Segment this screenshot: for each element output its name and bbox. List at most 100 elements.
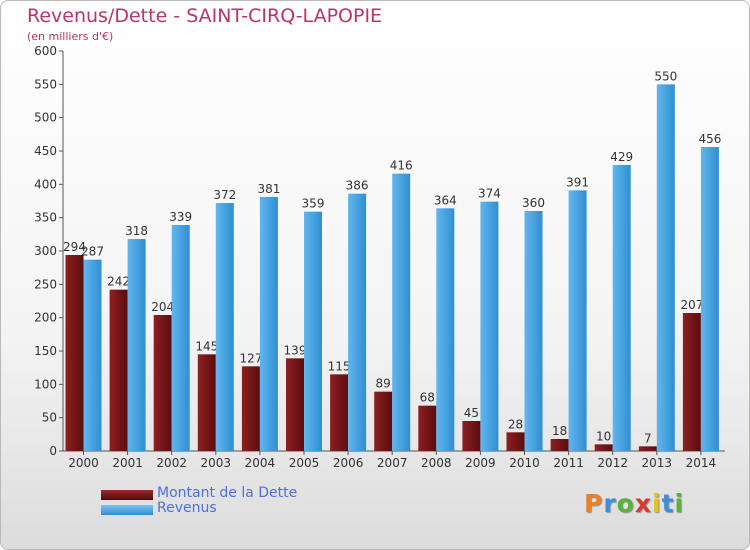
data-label-debt: 68 [420, 391, 435, 405]
logo-letter: x [634, 489, 652, 518]
bar-revenue [348, 193, 367, 451]
bar-debt [594, 444, 613, 451]
data-label-revenue: 374 [478, 187, 501, 201]
bar-revenue [480, 201, 499, 451]
logo-letter: r [603, 489, 617, 518]
bar-revenue [304, 211, 322, 451]
data-label-revenue: 386 [346, 179, 369, 193]
bar-debt [374, 391, 393, 451]
chart-title: Revenus/Dette - SAINT-CIRQ-LAPOPIE [27, 5, 383, 27]
y-tick-label: 100 [34, 377, 57, 391]
bar-debt [153, 315, 172, 451]
data-label-revenue: 391 [566, 175, 589, 189]
data-label-revenue: 287 [81, 245, 104, 259]
bar-debt [109, 289, 128, 451]
bar-debt [550, 439, 569, 451]
x-tick-label: 2010 [509, 456, 540, 470]
y-tick-label: 250 [34, 277, 57, 291]
bar-revenue [171, 225, 190, 451]
bar-debt [330, 374, 349, 451]
x-tick-label: 2006 [333, 456, 364, 470]
x-tick-label: 2014 [686, 456, 717, 470]
bar-revenue [700, 147, 719, 451]
bar-revenue [524, 211, 543, 451]
bar-debt [286, 358, 304, 451]
y-tick-label: 300 [34, 244, 57, 258]
data-label-debt: 207 [680, 298, 703, 312]
x-tick-label: 2007 [377, 456, 408, 470]
y-tick-label: 350 [34, 211, 57, 225]
proxiti-logo: Proxiti [584, 489, 684, 518]
x-tick-label: 2012 [597, 456, 628, 470]
x-tick-label: 2011 [553, 456, 584, 470]
logo-letter: i [652, 489, 662, 518]
y-tick-label: 450 [34, 144, 57, 158]
data-label-revenue: 429 [610, 150, 633, 164]
logo-letter: P [584, 489, 604, 518]
logo-letter: t [661, 489, 675, 518]
data-label-debt: 242 [107, 275, 130, 289]
data-label-debt: 10 [596, 429, 611, 443]
bar-revenue [215, 203, 234, 451]
bar-debt [197, 354, 216, 451]
data-label-revenue: 360 [522, 196, 545, 210]
x-tick-label: 2003 [201, 456, 232, 470]
y-tick-label: 50 [42, 411, 57, 425]
data-label-debt: 145 [195, 339, 218, 353]
x-tick-label: 2008 [421, 456, 452, 470]
y-tick-label: 400 [34, 177, 57, 191]
data-label-debt: 115 [328, 359, 351, 373]
legend-swatch-debt [101, 490, 153, 500]
legend-label-debt: Montant de la Dette [157, 485, 298, 501]
bar-debt [638, 446, 657, 451]
data-label-debt: 127 [239, 351, 262, 365]
bar-revenue [392, 173, 411, 451]
bar-revenue [656, 84, 675, 451]
bar-debt [506, 432, 525, 451]
data-label-revenue: 339 [169, 210, 192, 224]
data-label-revenue: 364 [434, 193, 457, 207]
x-tick-label: 2000 [68, 456, 99, 470]
data-label-revenue: 318 [125, 224, 148, 238]
x-tick-label: 2004 [245, 456, 276, 470]
data-label-revenue: 359 [302, 197, 325, 211]
x-tick-label: 2001 [112, 456, 143, 470]
bar-revenue [83, 259, 102, 451]
data-label-revenue: 372 [213, 188, 236, 202]
bar-debt [462, 421, 481, 451]
logo-letter: o [616, 489, 635, 518]
legend-label-revenue: Revenus [157, 500, 217, 516]
data-label-revenue: 416 [390, 159, 413, 173]
data-label-revenue: 381 [257, 182, 280, 196]
bar-debt [241, 366, 260, 451]
bar-revenue [436, 208, 455, 451]
data-label-revenue: 456 [698, 132, 721, 146]
chart-subtitle: (en milliers d'€) [27, 30, 114, 43]
y-tick-label: 600 [34, 44, 57, 58]
bar-revenue [568, 190, 587, 452]
bar-revenue [259, 197, 278, 451]
logo-letter: i [674, 489, 685, 518]
bar-debt [418, 405, 437, 451]
data-label-debt: 89 [376, 377, 391, 391]
y-tick-label: 200 [34, 311, 57, 325]
bar-debt [682, 313, 701, 451]
data-label-debt: 204 [151, 300, 174, 314]
x-tick-label: 2002 [156, 456, 187, 470]
data-label-debt: 294 [63, 240, 86, 254]
data-label-debt: 28 [508, 417, 523, 431]
legend-swatch-revenue [101, 505, 153, 515]
data-label-debt: 45 [464, 406, 479, 420]
data-label-debt: 18 [552, 424, 567, 438]
bar-revenue [127, 239, 146, 451]
y-tick-label: 0 [49, 444, 57, 458]
y-tick-label: 500 [34, 111, 57, 125]
x-tick-label: 2005 [289, 456, 320, 470]
data-label-revenue: 550 [654, 69, 677, 83]
bar-revenue [612, 165, 631, 451]
bar-debt [65, 255, 84, 451]
y-tick-label: 550 [34, 77, 57, 91]
data-label-debt: 7 [644, 431, 652, 445]
